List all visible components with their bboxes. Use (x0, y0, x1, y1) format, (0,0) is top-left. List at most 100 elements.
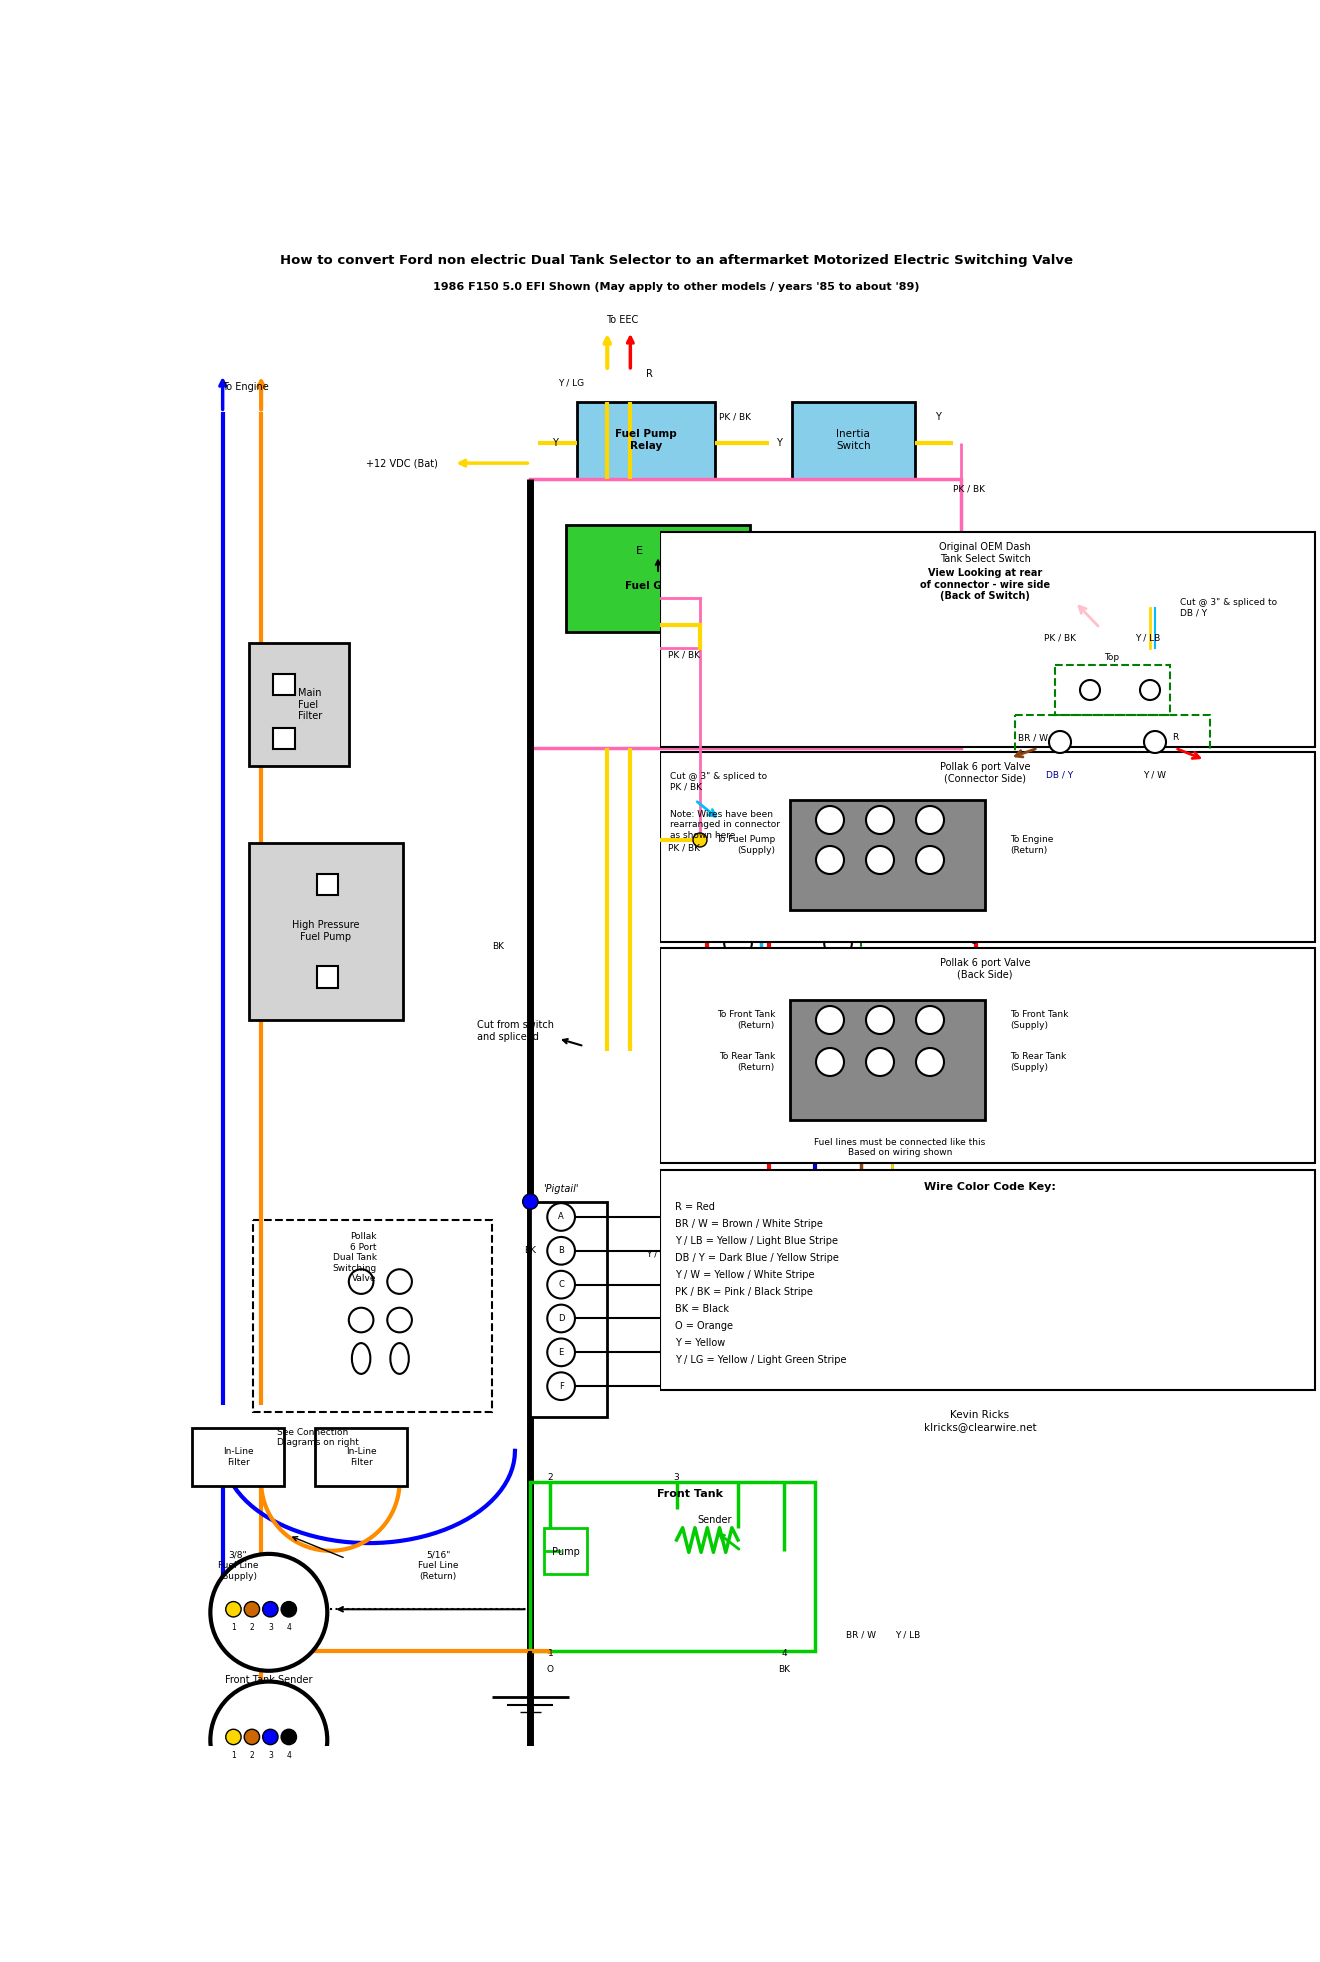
Text: BK = Black: BK = Black (675, 1305, 729, 1315)
Circle shape (866, 846, 894, 873)
Circle shape (263, 1729, 279, 1744)
Text: Y / LB: Y / LB (887, 1246, 912, 1256)
Text: OEM Dash Tank
Select Switch: OEM Dash Tank Select Switch (684, 759, 760, 781)
Text: 1: 1 (548, 1650, 553, 1658)
Text: DB / Y = Dark Blue / Yellow Stripe: DB / Y = Dark Blue / Yellow Stripe (675, 1254, 840, 1264)
Circle shape (523, 1195, 539, 1209)
Text: Y / LG: Y / LG (558, 379, 585, 388)
Bar (531, 1201, 607, 1417)
Circle shape (866, 1007, 894, 1034)
Circle shape (281, 1729, 297, 1744)
Text: R: R (645, 369, 652, 379)
Text: To EEC: To EEC (606, 314, 639, 324)
Text: 1: 1 (231, 1750, 236, 1760)
Text: Note: Wires have been
rearranged in connector
as shown here.: Note: Wires have been rearranged in conn… (671, 810, 780, 840)
Text: To Rear Tank
(Return): To Rear Tank (Return) (719, 1052, 775, 1071)
Bar (722, 1036, 854, 1120)
Text: Y / LG = Yellow / Light Green Stripe: Y / LG = Yellow / Light Green Stripe (675, 1356, 846, 1366)
Text: Y / LB: Y / LB (1135, 634, 1160, 642)
Text: Top: Top (1105, 653, 1119, 663)
Text: BR: BR (866, 838, 878, 848)
Text: 4: 4 (781, 1650, 787, 1658)
Text: R: R (766, 1246, 772, 1256)
Text: E: E (558, 1348, 564, 1358)
Circle shape (1144, 732, 1166, 753)
Bar (1055, 665, 1170, 714)
Text: R: R (1172, 734, 1179, 742)
Circle shape (916, 1007, 944, 1034)
Text: E         F: E F (636, 545, 681, 555)
Text: PK / BK: PK / BK (700, 767, 731, 775)
Bar (566, 524, 750, 632)
Text: Y / W = Yellow / White Stripe: Y / W = Yellow / White Stripe (675, 1269, 814, 1279)
Bar (191, 1428, 284, 1485)
Text: See Connection
Diagrams on right: See Connection Diagrams on right (276, 1428, 359, 1448)
Bar (248, 644, 348, 767)
Text: Y: Y (935, 412, 941, 422)
Text: Y / LB: Y / LB (895, 1630, 920, 1640)
Circle shape (281, 1601, 297, 1617)
Text: 3: 3 (268, 1750, 273, 1760)
Text: Fuel Gauge: Fuel Gauge (626, 581, 692, 591)
Text: 1986 F150 5.0 EFI Shown (May apply to other models / years '85 to about '89): 1986 F150 5.0 EFI Shown (May apply to ot… (433, 283, 920, 292)
Text: In-Line
Filter: In-Line Filter (346, 1448, 376, 1468)
Circle shape (244, 1601, 260, 1617)
Circle shape (916, 806, 944, 834)
Text: R: R (866, 812, 873, 822)
Text: BK: BK (524, 1246, 536, 1256)
Bar (531, 479, 961, 748)
Text: Can be grounded
at dash
-OR-
Grounded at
harness as shown
here.: Can be grounded at dash -OR- Grounded at… (953, 1036, 1034, 1097)
Ellipse shape (391, 1344, 409, 1373)
Circle shape (916, 846, 944, 873)
Text: View Looking
Into Connector
(Front of Switch): View Looking Into Connector (Front of Sw… (939, 781, 1031, 814)
Text: Pollak
6 Port
Dual Tank
Switching
Valve: Pollak 6 Port Dual Tank Switching Valve (333, 1232, 376, 1283)
Circle shape (816, 806, 843, 834)
Text: 4: 4 (286, 1623, 292, 1632)
Circle shape (916, 1048, 944, 1075)
Text: Y / W: Y / W (1143, 771, 1167, 779)
Bar (317, 965, 338, 987)
Text: 2: 2 (249, 1750, 255, 1760)
Text: BK: BK (492, 942, 504, 952)
Circle shape (816, 1007, 843, 1034)
Text: Y = Yellow: Y = Yellow (675, 1338, 725, 1348)
Bar (544, 1528, 587, 1574)
Text: To Front Tank
(Supply): To Front Tank (Supply) (1010, 1010, 1068, 1030)
Text: Cut @ 3" & spliced to
DB / Y: Cut @ 3" & spliced to DB / Y (1180, 598, 1278, 618)
Text: 1: 1 (231, 1623, 236, 1632)
Ellipse shape (222, 1703, 317, 1778)
Circle shape (824, 883, 851, 910)
Circle shape (210, 1681, 327, 1799)
Bar (317, 873, 338, 895)
Text: How to convert Ford non electric Dual Tank Selector to an aftermarket Motorized : How to convert Ford non electric Dual Ta… (280, 253, 1073, 267)
Text: PK / BK: PK / BK (668, 844, 700, 853)
Circle shape (348, 1269, 374, 1293)
Bar (660, 948, 1315, 1163)
Text: Y / LB: Y / LB (672, 853, 697, 863)
Text: Y: Y (776, 438, 783, 447)
Text: Front Tank Sender: Front Tank Sender (226, 1676, 313, 1685)
Text: Down Selects Rear Tank: Down Selects Rear Tank (939, 897, 1047, 906)
Circle shape (387, 1309, 412, 1332)
Text: BR / W: BR / W (846, 1246, 876, 1256)
Circle shape (725, 930, 752, 957)
Ellipse shape (352, 1344, 371, 1373)
Circle shape (210, 1554, 327, 1672)
Text: +12 VDC (Bat): +12 VDC (Bat) (366, 459, 438, 469)
Text: Note wires have been
rearranged in switch connector: Note wires have been rearranged in switc… (939, 924, 1080, 944)
Bar (1015, 714, 1210, 775)
Text: BK: BK (779, 1666, 791, 1674)
Bar (577, 402, 715, 479)
Circle shape (816, 1048, 843, 1075)
Circle shape (866, 1048, 894, 1075)
Text: Fuel Pump
Relay: Fuel Pump Relay (615, 430, 677, 451)
Text: DB / Y: DB / Y (762, 1246, 788, 1256)
Text: View Looking at rear
of connector - wire side
(Back of Switch): View Looking at rear of connector - wire… (920, 569, 1051, 600)
Bar (273, 728, 294, 749)
Circle shape (548, 1305, 576, 1332)
Circle shape (548, 1203, 576, 1230)
Text: PK / BK: PK / BK (1044, 634, 1076, 642)
Text: 2: 2 (249, 1623, 255, 1632)
Circle shape (725, 838, 752, 865)
Circle shape (725, 883, 752, 910)
